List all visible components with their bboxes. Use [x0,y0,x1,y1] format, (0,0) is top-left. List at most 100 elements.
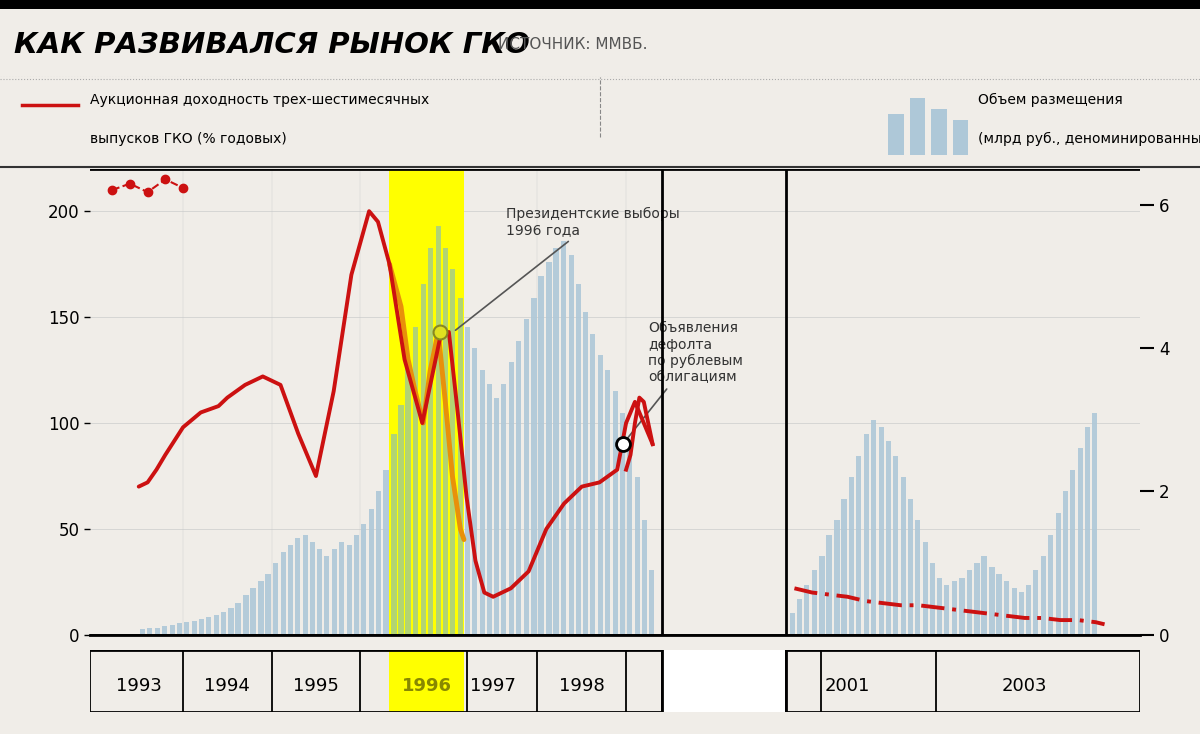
Bar [206,617,211,635]
Bar [914,520,920,635]
Bar [383,470,389,635]
Bar [251,589,256,635]
Bar [480,370,485,635]
Bar [856,456,860,635]
Bar [1063,492,1068,635]
Bar [790,614,796,635]
Bar [494,399,499,635]
Bar [390,169,464,635]
Bar [1048,534,1054,635]
Bar [443,247,448,635]
Bar [390,650,464,712]
Bar [967,570,972,635]
Bar [996,574,1002,635]
Bar [1019,592,1024,635]
Bar [487,384,492,635]
Bar [281,553,286,635]
Bar [532,298,536,635]
Bar [354,534,359,635]
Bar [139,629,145,635]
Bar [841,498,847,635]
Bar [398,405,403,635]
Bar [413,327,418,635]
Text: (млрд руб., деноминированных): (млрд руб., деноминированных) [978,131,1200,145]
Bar [569,255,574,635]
Bar [974,563,979,635]
Bar [391,434,396,635]
Bar [605,370,610,635]
Bar [944,585,949,635]
Bar [1003,581,1009,635]
Bar [953,120,968,155]
Text: ИСТОЧНИК: ММВБ.: ИСТОЧНИК: ММВБ. [498,37,648,52]
Bar [820,556,824,635]
Bar [176,623,182,635]
Text: 1996: 1996 [402,677,451,695]
Bar [420,283,426,635]
Bar [324,556,329,635]
Bar [952,581,958,635]
Bar [228,608,234,635]
Bar [1033,570,1038,635]
Text: 1993: 1993 [115,677,162,695]
Text: Объем размещения: Объем размещения [978,93,1123,107]
Bar [539,277,544,635]
Bar [560,241,565,635]
Bar [524,319,529,635]
Bar [317,549,322,635]
Bar [871,420,876,635]
Bar [923,542,928,635]
Bar [598,355,602,635]
Bar [910,98,925,155]
Bar [649,570,654,635]
Bar [1078,448,1084,635]
Bar [340,542,344,635]
Bar [1040,556,1046,635]
Bar [436,226,440,635]
Bar [583,312,588,635]
Bar [628,441,632,635]
Bar [155,628,160,635]
Bar [192,620,197,635]
Bar [848,477,853,635]
Bar [576,283,581,635]
Bar [214,615,220,635]
Bar [642,520,647,635]
Bar [258,581,264,635]
Text: 2003: 2003 [1002,677,1048,695]
Bar [982,556,986,635]
Bar [295,538,300,635]
Bar [959,578,965,635]
Bar [332,549,337,635]
Bar [864,434,869,635]
Bar [1012,589,1016,635]
Bar [930,563,935,635]
Bar [1092,413,1098,635]
Bar [812,570,817,635]
Text: Аукционная доходность трех-шестимесячных: Аукционная доходность трех-шестимесячных [90,93,430,107]
Text: Президентские выборы
1996 года: Президентские выборы 1996 года [456,207,680,330]
Bar [553,247,559,635]
Bar [827,534,832,635]
Bar [427,247,433,635]
Bar [272,563,278,635]
Bar [908,498,913,635]
Bar [509,363,515,635]
Text: Объявления
дефолта
по рублевым
облигациям: Объявления дефолта по рублевым облигация… [628,321,743,437]
Bar [888,114,904,155]
Bar [1085,427,1091,635]
Bar [146,628,152,635]
Bar [162,626,167,635]
Bar [370,509,374,635]
Bar [169,625,175,635]
Bar [635,477,641,635]
Bar [235,603,240,635]
Bar [990,567,995,635]
Bar [516,341,522,635]
Bar [589,334,595,635]
Bar [620,413,625,635]
Text: КАК РАЗВИВАЛСЯ РЫНОК ГКО: КАК РАЗВИВАЛСЯ РЫНОК ГКО [14,31,530,59]
Bar [199,619,204,635]
Bar [310,542,316,635]
Bar [613,391,618,635]
